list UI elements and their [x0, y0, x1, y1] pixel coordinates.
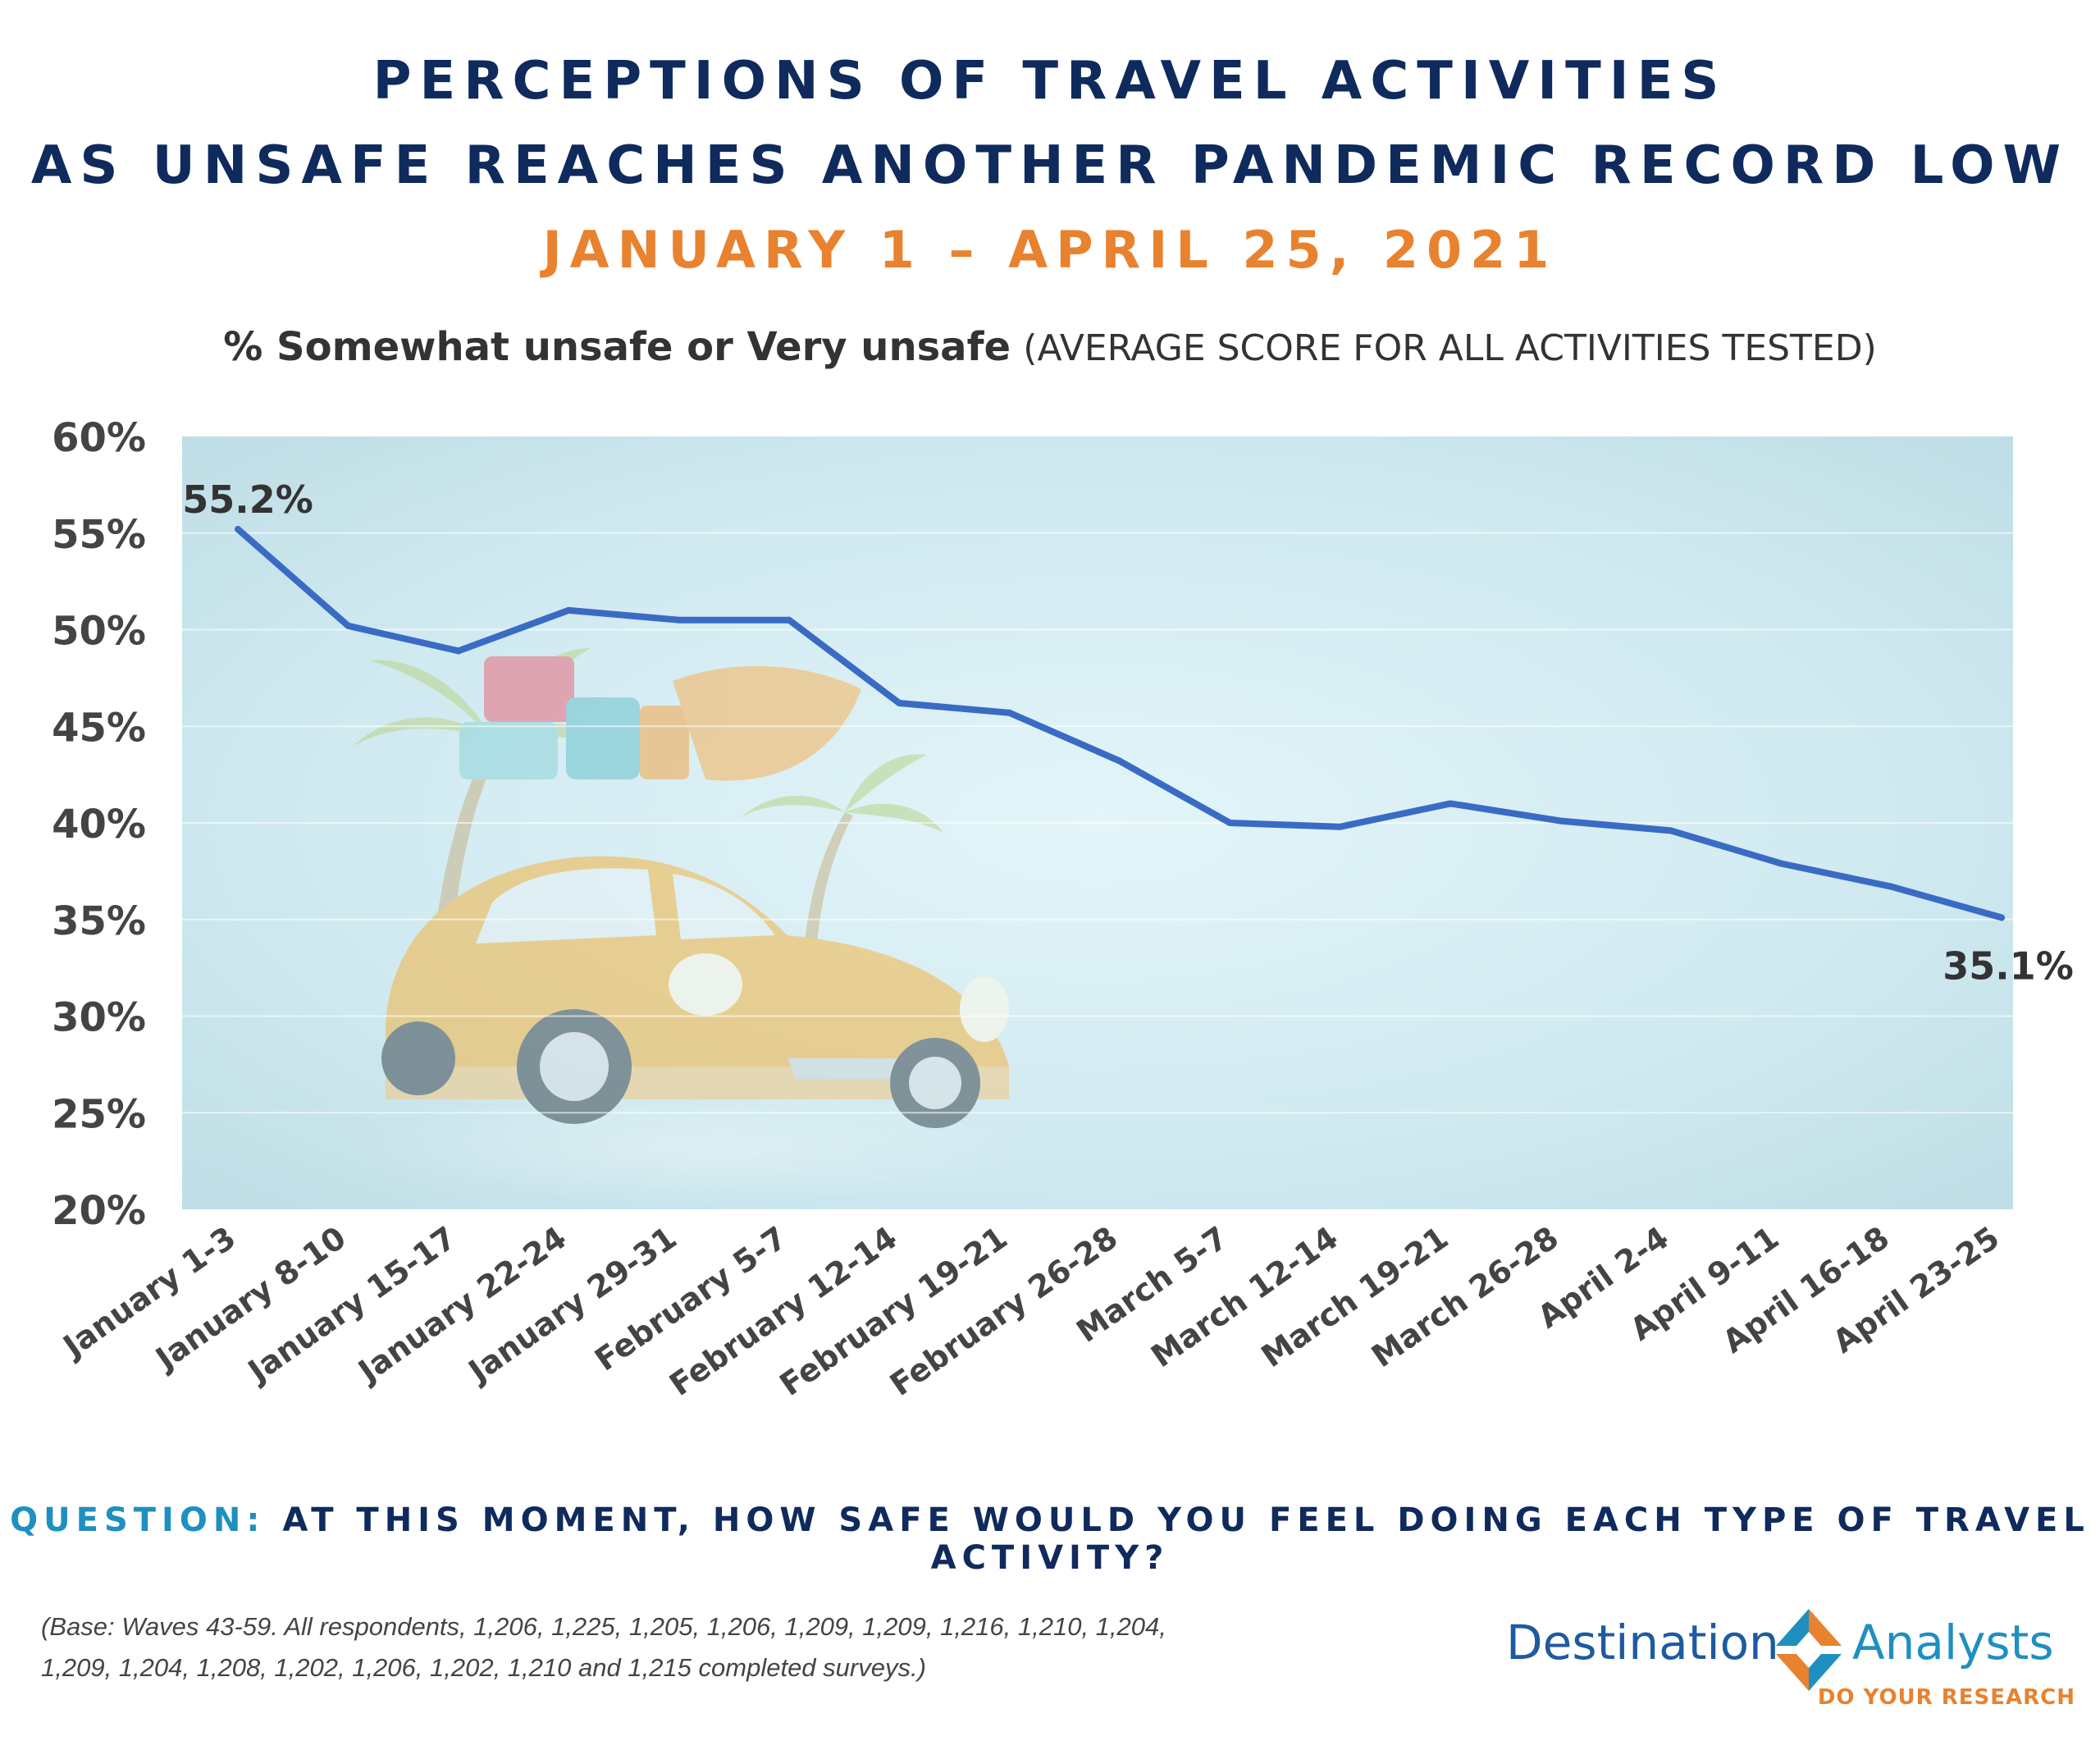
subtitle-rest: (AVERAGE SCORE FOR ALL ACTIVITIES TESTED…: [1023, 327, 1877, 369]
car-body: [381, 856, 1009, 1128]
logo-name-right: Analysts: [1852, 1615, 2054, 1670]
data-point: [1778, 860, 1785, 867]
y-tick-label: 50%: [52, 609, 146, 655]
data-point: [785, 616, 792, 624]
series-line-group: [235, 526, 2005, 921]
data-point: [235, 526, 241, 533]
data-point: [1116, 757, 1123, 765]
data-point: [1557, 817, 1564, 825]
data-point: [1336, 823, 1344, 830]
palm-tree-right: [742, 754, 943, 952]
y-tick-label: 30%: [52, 995, 146, 1041]
y-axis-ticks: 20% 25% 30% 35% 40% 45% 50% 55% 60%: [52, 415, 146, 1234]
data-point: [345, 622, 352, 629]
y-tick-label: 25%: [52, 1091, 146, 1137]
x-tick-label: March 26-28: [1365, 1219, 1565, 1374]
x-tick-label: March 12-14: [1144, 1219, 1344, 1374]
company-logo: Destination Analysts DO YOUR RESEARCH: [1501, 1600, 2075, 1715]
logo-tagline: DO YOUR RESEARCH: [1817, 1685, 2075, 1710]
data-label: 55.2%: [182, 477, 313, 522]
data-point: [1888, 883, 1895, 890]
data-point: [1998, 914, 2005, 921]
car-illustration: [353, 648, 1042, 1206]
chart-subtitle: % Somewhat unsafe or Very unsafe (AVERAG…: [0, 324, 2100, 370]
data-label: 35.1%: [1942, 944, 2074, 988]
subtitle-bold: % Somewhat unsafe or Very unsafe: [223, 324, 1011, 370]
title-line-2: AS UNSAFE REACHES ANOTHER PANDEMIC RECOR…: [30, 135, 2070, 196]
y-tick-label: 45%: [52, 705, 146, 751]
logo-diamond-icon: [1776, 1609, 1842, 1691]
y-tick-label: 35%: [52, 898, 146, 944]
data-point: [1447, 800, 1454, 807]
data-point: [896, 699, 903, 706]
data-point: [565, 606, 573, 614]
x-tick-label: March 19-21: [1255, 1219, 1455, 1374]
data-point: [675, 616, 682, 624]
y-tick-label: 60%: [52, 415, 146, 461]
base-note-line-1: (Base: Waves 43-59. All respondents, 1,2…: [41, 1612, 1166, 1641]
y-tick-label: 20%: [52, 1188, 146, 1234]
data-point: [1226, 820, 1234, 826]
y-tick-label: 55%: [52, 512, 146, 558]
grid-lines: [182, 532, 2013, 1114]
question-text: AT THIS MOMENT, HOW SAFE WOULD YOU FEEL …: [282, 1501, 2090, 1577]
survey-question: QUESTION: AT THIS MOMENT, HOW SAFE WOULD…: [0, 1501, 2100, 1577]
date-range: JANUARY 1 – APRIL 25, 2021: [542, 220, 1558, 280]
data-labels: 55.2% 35.1%: [182, 477, 2074, 988]
data-point: [1667, 827, 1674, 834]
base-note: (Base: Waves 43-59. All respondents, 1,2…: [41, 1606, 1436, 1688]
question-label: QUESTION:: [10, 1501, 266, 1539]
logo-name-left: Destination: [1506, 1615, 1779, 1670]
base-note-line-2: 1,209, 1,204, 1,208, 1,202, 1,206, 1,202…: [41, 1653, 926, 1682]
data-point: [454, 647, 462, 655]
line-chart: 20% 25% 30% 35% 40% 45% 50% 55% 60% January 1-3J…: [52, 415, 2074, 1403]
title-line-1: PERCEPTIONS OF TRAVEL ACTIVITIES: [372, 51, 1728, 112]
data-point: [1006, 709, 1013, 716]
luggage-stack: [459, 656, 861, 781]
y-tick-label: 40%: [52, 802, 146, 848]
